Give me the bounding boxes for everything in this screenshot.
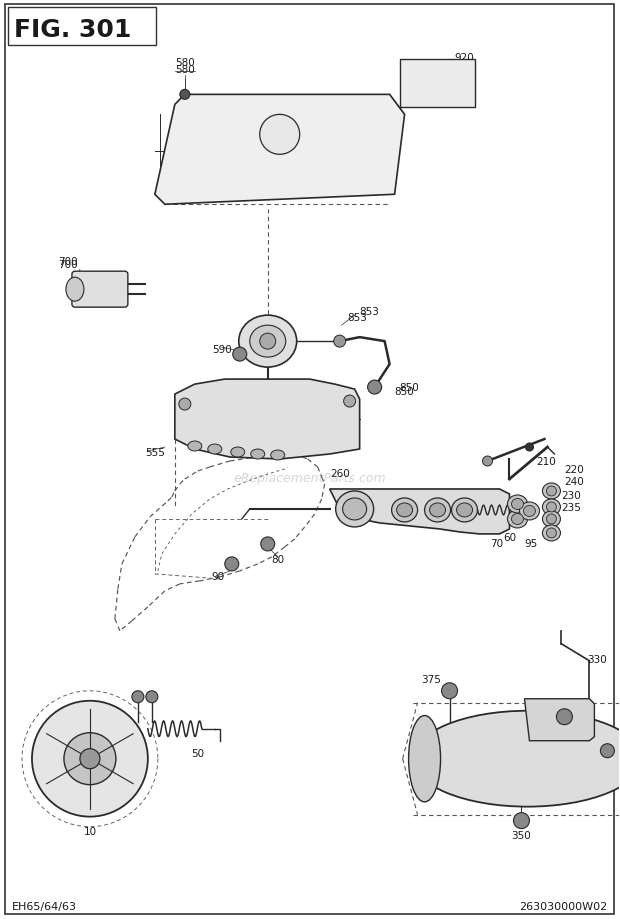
- Circle shape: [64, 733, 116, 785]
- Ellipse shape: [520, 503, 539, 520]
- FancyBboxPatch shape: [72, 272, 128, 308]
- Ellipse shape: [250, 449, 265, 460]
- Circle shape: [146, 691, 158, 703]
- Text: 10: 10: [83, 826, 97, 835]
- Text: 230: 230: [562, 491, 582, 501]
- Circle shape: [600, 743, 614, 758]
- Circle shape: [260, 334, 276, 350]
- Ellipse shape: [508, 495, 528, 514]
- Ellipse shape: [512, 514, 523, 525]
- Polygon shape: [155, 96, 405, 205]
- Ellipse shape: [335, 492, 374, 528]
- Ellipse shape: [451, 498, 477, 522]
- Circle shape: [343, 396, 356, 408]
- Circle shape: [261, 538, 275, 551]
- Circle shape: [180, 90, 190, 100]
- Text: 853: 853: [360, 307, 379, 317]
- Text: 590: 590: [212, 345, 232, 355]
- Bar: [8, 8, 156, 46]
- Text: 580: 580: [175, 65, 195, 75]
- Text: 330: 330: [588, 654, 607, 664]
- Text: 210: 210: [536, 457, 556, 467]
- Circle shape: [441, 683, 458, 699]
- Text: 853: 853: [348, 312, 368, 323]
- Ellipse shape: [392, 498, 418, 522]
- Circle shape: [132, 691, 144, 703]
- Circle shape: [225, 557, 239, 572]
- Circle shape: [32, 701, 148, 817]
- Text: 95: 95: [525, 539, 538, 549]
- Ellipse shape: [409, 716, 441, 802]
- Text: 260: 260: [330, 469, 350, 479]
- Text: 700: 700: [58, 257, 78, 267]
- Ellipse shape: [231, 448, 245, 458]
- Ellipse shape: [542, 511, 560, 528]
- Text: 580: 580: [175, 58, 195, 68]
- Ellipse shape: [250, 325, 286, 357]
- Polygon shape: [525, 699, 595, 741]
- Bar: [400, 61, 474, 108]
- Ellipse shape: [430, 504, 446, 517]
- Ellipse shape: [546, 486, 556, 496]
- Ellipse shape: [208, 445, 222, 455]
- Circle shape: [513, 812, 529, 829]
- Circle shape: [232, 347, 247, 362]
- Ellipse shape: [239, 316, 297, 368]
- Polygon shape: [330, 490, 510, 534]
- Text: 60: 60: [503, 532, 516, 542]
- Text: FIG. 301: FIG. 301: [14, 18, 131, 42]
- Text: 220: 220: [565, 464, 584, 474]
- Text: 80: 80: [271, 554, 285, 564]
- Circle shape: [526, 444, 533, 451]
- Text: 240: 240: [565, 476, 584, 486]
- Text: 500: 500: [310, 410, 329, 420]
- Text: 370: 370: [567, 704, 587, 714]
- Ellipse shape: [508, 510, 528, 528]
- Text: 375: 375: [422, 674, 441, 684]
- Text: eReplacementParts.com: eReplacementParts.com: [233, 471, 386, 484]
- Text: 90: 90: [211, 572, 224, 581]
- Ellipse shape: [425, 498, 451, 522]
- Ellipse shape: [412, 711, 620, 807]
- Ellipse shape: [546, 503, 556, 513]
- Ellipse shape: [343, 498, 366, 520]
- Text: 920: 920: [454, 53, 474, 63]
- Ellipse shape: [512, 499, 523, 510]
- Text: 700: 700: [58, 260, 78, 270]
- Text: 850: 850: [400, 382, 419, 392]
- Text: 70: 70: [490, 539, 503, 549]
- Text: 850: 850: [395, 387, 414, 397]
- Text: 340: 340: [600, 736, 619, 746]
- Circle shape: [334, 335, 346, 347]
- Polygon shape: [175, 380, 360, 460]
- Circle shape: [482, 457, 492, 467]
- Ellipse shape: [456, 504, 472, 517]
- Ellipse shape: [397, 504, 412, 517]
- Text: 350: 350: [512, 830, 531, 840]
- Ellipse shape: [542, 483, 560, 499]
- Circle shape: [556, 709, 572, 725]
- Text: 555: 555: [145, 448, 165, 458]
- Circle shape: [260, 115, 299, 155]
- Text: 50: 50: [191, 748, 205, 758]
- Ellipse shape: [542, 499, 560, 516]
- Ellipse shape: [188, 441, 202, 451]
- Ellipse shape: [271, 450, 285, 460]
- Ellipse shape: [546, 528, 556, 539]
- Circle shape: [179, 399, 191, 411]
- Ellipse shape: [523, 505, 536, 516]
- Text: 235: 235: [562, 503, 582, 513]
- Ellipse shape: [546, 515, 556, 525]
- Text: 263030000W02: 263030000W02: [519, 901, 608, 911]
- Circle shape: [80, 749, 100, 769]
- Circle shape: [368, 380, 382, 394]
- Text: EH65/64/63: EH65/64/63: [12, 901, 77, 911]
- Ellipse shape: [66, 278, 84, 301]
- Ellipse shape: [542, 526, 560, 541]
